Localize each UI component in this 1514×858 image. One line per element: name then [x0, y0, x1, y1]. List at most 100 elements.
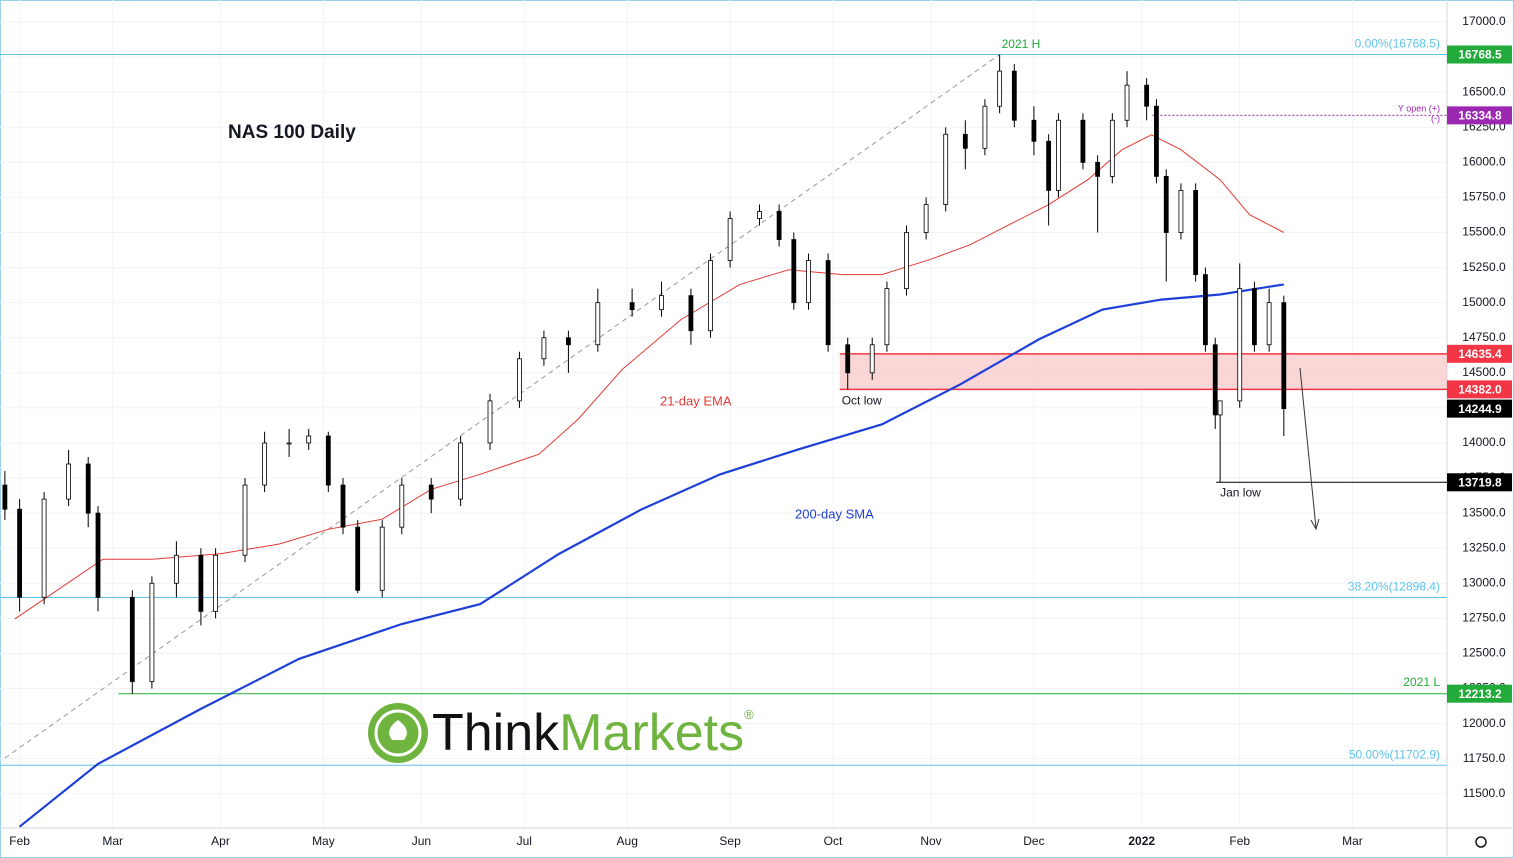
- annotation: 2021 L: [1403, 675, 1440, 689]
- x-tick-label: Apr: [211, 834, 230, 848]
- candle-body: [1212, 344, 1218, 416]
- y-tick-label: 14500.0: [1462, 365, 1506, 379]
- settings-icon: [1475, 836, 1487, 848]
- annotation: 2021 H: [1002, 37, 1041, 51]
- candle-body: [149, 582, 155, 682]
- candle-body: [884, 288, 890, 346]
- level-box: [1447, 344, 1512, 363]
- x-tick-label: Mar: [102, 834, 123, 848]
- y-tick-label: 13000.0: [1462, 575, 1506, 589]
- candle-body: [962, 133, 968, 149]
- y-tick-label: 13250.0: [1462, 540, 1506, 554]
- candle-body: [629, 302, 635, 311]
- candle-body: [17, 508, 23, 598]
- candle-body: [869, 344, 875, 374]
- candle-body: [595, 302, 601, 346]
- candle-body: [340, 484, 346, 528]
- level-label: 14382.0: [1458, 383, 1502, 397]
- candle-body: [541, 337, 547, 360]
- logo-text: ThinkMarkets®: [432, 704, 754, 762]
- logo-reg: ®: [744, 707, 754, 722]
- candle-body: [95, 512, 101, 598]
- candle-body: [923, 204, 929, 233]
- y-tick-label: 16000.0: [1462, 155, 1506, 169]
- annotation: Y open (+): [1398, 104, 1440, 114]
- y-tick-label: 11500.0: [1463, 786, 1506, 800]
- candle-body: [1095, 161, 1101, 177]
- candle-body: [66, 463, 72, 500]
- candle-body: [1163, 175, 1169, 233]
- y-tick-label: 15500.0: [1462, 225, 1506, 239]
- level-box: [1447, 45, 1512, 64]
- y-tick-label: 16500.0: [1462, 84, 1506, 98]
- candle-body: [688, 295, 694, 332]
- candle-body: [129, 596, 135, 682]
- candle-body: [1266, 302, 1272, 346]
- candle-body: [85, 463, 91, 514]
- candle-body: [845, 344, 851, 374]
- candle-body: [286, 442, 292, 445]
- series-label: 21-day EMA: [660, 393, 732, 408]
- candle-body: [1124, 84, 1130, 121]
- level-label: 16768.5: [1458, 48, 1502, 62]
- level-box: [1447, 684, 1512, 703]
- candle-body: [325, 435, 331, 486]
- candle-body: [1031, 119, 1037, 142]
- x-tick-label: 2022: [1128, 834, 1155, 848]
- candle-body: [1080, 119, 1086, 163]
- candle-body: [791, 239, 797, 304]
- zone: [839, 353, 1447, 390]
- level-label: 14244.9: [1458, 402, 1502, 416]
- candle-body: [487, 400, 493, 444]
- candle-body: [825, 260, 831, 346]
- candle-body: [776, 211, 782, 240]
- ma-line: [14, 134, 1285, 620]
- candle-body: [41, 498, 47, 598]
- y-tick-label: 14750.0: [1462, 330, 1506, 344]
- annotation: (-): [1431, 114, 1440, 124]
- candle-body: [306, 435, 312, 444]
- candle-body: [379, 526, 385, 591]
- candle-body: [399, 484, 405, 528]
- logo-think: Think: [432, 704, 560, 762]
- level-label: 14635.4: [1458, 347, 1502, 361]
- x-tick-label: May: [312, 834, 335, 848]
- candle-body: [458, 442, 464, 500]
- candle-body: [1252, 288, 1257, 346]
- candle-body: [943, 133, 949, 205]
- fib-label: 38.20%(12898.4): [1348, 580, 1440, 594]
- logo-markets: Markets: [559, 704, 744, 762]
- candle-body: [904, 232, 909, 290]
- candle-body: [198, 554, 204, 612]
- ma-line: [18, 283, 1284, 828]
- candle-body: [1178, 190, 1184, 233]
- candle-body: [997, 70, 1003, 107]
- logo: ThinkMarkets®: [368, 703, 754, 763]
- candle-body: [806, 260, 811, 304]
- fib-label: 50.00%(11702.9): [1349, 747, 1440, 761]
- candle-body: [1011, 70, 1017, 121]
- y-tick-label: 12750.0: [1462, 611, 1506, 625]
- candle-body: [262, 442, 268, 486]
- logo-ring: [374, 709, 422, 757]
- candle-body: [1046, 140, 1052, 191]
- candle-body: [1203, 274, 1208, 346]
- candle-body: [659, 295, 664, 311]
- x-tick-label: Jun: [412, 834, 431, 848]
- candle-body: [1154, 105, 1159, 177]
- level-label: 13719.8: [1458, 475, 1502, 489]
- y-tick-label: 15750.0: [1462, 190, 1506, 204]
- candle-body: [1056, 119, 1061, 191]
- candle-body: [2, 484, 8, 510]
- x-tick-label: Jul: [517, 834, 532, 848]
- y-tick-label: 15000.0: [1462, 295, 1506, 309]
- candle-body: [242, 484, 248, 556]
- arrow: [1299, 367, 1317, 529]
- candle-body: [1193, 190, 1199, 275]
- candle-body: [517, 358, 522, 402]
- x-tick-label: Oct: [824, 834, 843, 848]
- y-tick-label: 12000.0: [1462, 716, 1506, 730]
- candle-body: [1281, 302, 1287, 410]
- annotation: Jan low: [1220, 485, 1261, 499]
